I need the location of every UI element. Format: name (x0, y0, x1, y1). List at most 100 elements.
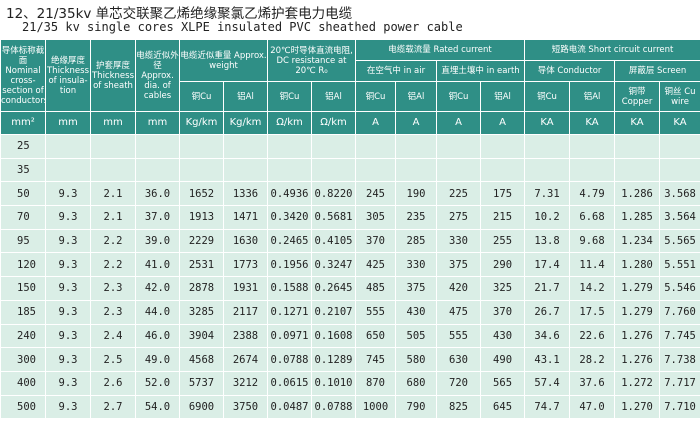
table-cell (436, 157, 482, 183)
table-cell: 370 (480, 299, 526, 325)
table-cell (480, 157, 526, 183)
table-cell: 2117 (223, 299, 268, 325)
header-cu-wire: 铜丝 Cu wire (659, 81, 700, 112)
table-row: 240 9.3 2.4 46.0 3904 2388 0.0971 0.1608 650 505 5… (0, 323, 700, 349)
unit-cell: Kg/km (179, 111, 224, 135)
table-cell (310, 134, 357, 159)
table-cell: 47.0 (569, 394, 616, 420)
table-cell: 17.4 (524, 252, 571, 278)
table-cell: 9.3 (45, 323, 91, 349)
table-cell (436, 134, 482, 159)
table-cell: 1913 (179, 205, 224, 230)
nominal-section-cell: 185 (0, 299, 46, 325)
table-cell: 21.7 (524, 276, 571, 301)
table-row: 25 (0, 134, 700, 159)
table-cell: 225 (436, 181, 482, 207)
table-cell: 2.6 (90, 370, 136, 396)
table-cell: 9.3 (45, 370, 91, 396)
table-cell: 235 (395, 205, 438, 230)
table-cell: 74.7 (524, 394, 571, 420)
header-nominal-section: 导体标称截面 Nominal cross-section of conducto… (0, 39, 46, 112)
table-cell: 255 (480, 228, 526, 254)
table-cell (135, 157, 180, 183)
table-cell: 37.0 (135, 205, 180, 230)
table-row: 400 9.3 2.6 52.0 5737 3212 0.0615 0.1010 870 680 7… (0, 370, 700, 396)
table-cell: 1000 (355, 394, 397, 420)
table-cell: 1.279 (614, 299, 661, 325)
header-air-cu: 铜Cu (355, 81, 397, 112)
table-cell: 7.760 (659, 299, 700, 325)
table-cell: 3285 (179, 299, 224, 325)
table-cell: 870 (355, 370, 397, 396)
header-res-al: 铝Al (310, 81, 357, 112)
table-cell: 0.1588 (267, 276, 312, 301)
table-cell (135, 134, 180, 159)
table-cell: 9.3 (45, 276, 91, 301)
table-cell (179, 157, 224, 183)
table-cell: 49.0 (135, 347, 180, 372)
table-cell: 630 (436, 347, 482, 372)
table-cell: 14.2 (569, 276, 616, 301)
table-cell: 41.0 (135, 252, 180, 278)
unit-cell: KA (614, 111, 661, 135)
table-cell (90, 134, 136, 159)
nominal-section-cell: 500 (0, 394, 46, 420)
table-cell: 7.738 (659, 347, 700, 372)
table-cell: 330 (436, 228, 482, 254)
table-cell: 245 (355, 181, 397, 207)
table-cell: 565 (480, 370, 526, 396)
table-cell: 0.1271 (267, 299, 312, 325)
unit-cell: A (480, 111, 526, 135)
table-cell (614, 157, 661, 183)
header-air-al: 铝Al (395, 81, 438, 112)
table-cell (45, 134, 91, 159)
table-row: 50 9.3 2.1 36.0 1652 1336 0.4936 0.8220 245 190 22… (0, 181, 700, 207)
table-cell: 325 (480, 276, 526, 301)
table-cell: 4568 (179, 347, 224, 372)
nominal-section-cell: 300 (0, 347, 46, 372)
unit-cell: Kg/km (223, 111, 268, 135)
table-cell (355, 134, 397, 159)
table-cell: 5.546 (659, 276, 700, 301)
table-cell: 1.279 (614, 276, 661, 301)
table-cell: 42.0 (135, 276, 180, 301)
header-copper-tape: 铜带 Copper (614, 81, 661, 112)
table-cell: 0.4105 (310, 228, 357, 254)
table-cell: 34.6 (524, 323, 571, 349)
table-cell: 745 (355, 347, 397, 372)
table-row: 500 9.3 2.7 54.0 6900 3750 0.0487 0.0788 1000 790… (0, 394, 700, 420)
table-cell: 3904 (179, 323, 224, 349)
header-sc-cu: 铜Cu (524, 81, 571, 112)
table-cell: 9.3 (45, 205, 91, 230)
nominal-section-cell: 95 (0, 228, 46, 254)
table-cell: 2.3 (90, 276, 136, 301)
table-cell: 9.3 (45, 252, 91, 278)
header-in-air: 在空气中 in air (355, 60, 438, 82)
table-cell: 28.2 (569, 347, 616, 372)
table-cell (395, 134, 438, 159)
table-cell: 9.3 (45, 228, 91, 254)
table-title-en: 21/35 kv single cores XLPE insulated PVC… (22, 20, 463, 34)
nominal-section-cell: 70 (0, 205, 46, 230)
table-cell (223, 157, 268, 183)
header-short-circuit: 短路电流 Short circuit current (524, 39, 700, 61)
table-cell: 0.3420 (267, 205, 312, 230)
table-cell: 2.3 (90, 299, 136, 325)
header-earth-cu: 铜Cu (436, 81, 482, 112)
table-cell: 2.2 (90, 228, 136, 254)
unit-cell: KA (524, 111, 571, 135)
table-cell: 375 (395, 276, 438, 301)
table-cell: 215 (480, 205, 526, 230)
table-row: 120 9.3 2.2 41.0 2531 1773 0.1956 0.3247 425 330 3… (0, 252, 700, 278)
table-cell (355, 157, 397, 183)
units-row: mm² mm mm mm Kg/km Kg/km Ω/km Ω/km A A A A KA KA KA KA (0, 111, 700, 135)
table-cell: 720 (436, 370, 482, 396)
header-sc-al: 铝Al (569, 81, 616, 112)
table-cell: 2674 (223, 347, 268, 372)
table-cell: 555 (436, 323, 482, 349)
table-cell: 0.1289 (310, 347, 357, 372)
table-cell: 0.2107 (310, 299, 357, 325)
table-cell: 9.68 (569, 228, 616, 254)
unit-cell: mm² (0, 111, 46, 135)
table-cell: 1931 (223, 276, 268, 301)
